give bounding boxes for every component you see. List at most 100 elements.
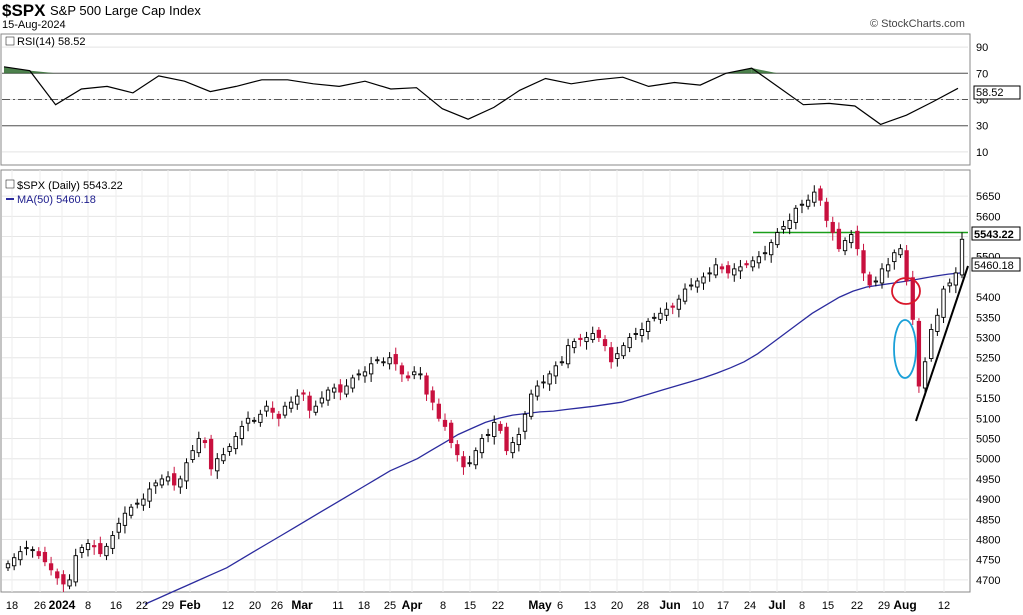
candle-body: [5, 563, 11, 569]
candle-body: [387, 357, 392, 365]
candle-body: [959, 238, 965, 276]
candle-body: [92, 545, 97, 548]
price-panel-frame: [0, 169, 971, 593]
time-tick-label: Mar: [291, 598, 313, 612]
ma-legend: MA(50) 5460.18: [17, 194, 96, 206]
time-tick-label: 29: [878, 600, 890, 612]
candle-body: [215, 458, 220, 472]
blue-ellipse-annotation: [893, 319, 917, 379]
candle-body: [547, 373, 552, 385]
red-circle-annotation: [891, 277, 921, 305]
candle-body: [190, 450, 195, 460]
candle-body: [701, 276, 706, 284]
candle-body: [135, 502, 140, 505]
candle-body: [633, 333, 638, 335]
time-tick-label: 17: [717, 600, 729, 612]
candle-body: [85, 543, 91, 551]
candlesticks: [5, 185, 965, 593]
last-ma-label: 5460.18: [974, 260, 1014, 272]
candle-body: [732, 268, 737, 276]
time-tick-label: 15: [464, 600, 476, 612]
candle-body: [645, 320, 651, 332]
price-tick-label: 5200: [976, 373, 1000, 385]
candle-body: [67, 579, 72, 587]
candle-body: [282, 405, 288, 416]
price-tick-label: 4750: [976, 555, 1000, 567]
candle-body: [762, 252, 768, 255]
candle-body: [375, 359, 380, 362]
candle-body: [935, 314, 940, 332]
candle-body: [849, 234, 854, 244]
candle-body: [892, 252, 897, 263]
candle-body: [18, 551, 23, 561]
candle-body: [922, 361, 928, 389]
candle-body: [338, 384, 343, 393]
candle-body: [818, 188, 823, 201]
candle-body: [307, 395, 312, 411]
candle-body: [73, 555, 78, 583]
candle-body: [455, 444, 460, 456]
rsi-current-label: 58.52: [976, 87, 1004, 99]
candle-body: [104, 545, 109, 557]
candle-body: [368, 363, 374, 375]
candle-body: [830, 221, 835, 233]
rsi-reference-lines: [2, 72, 968, 127]
candle-body: [793, 207, 798, 223]
candle-body: [319, 397, 325, 404]
candle-body: [116, 522, 121, 533]
time-tick-label: 26: [271, 600, 283, 612]
candle-body: [467, 462, 472, 465]
candle-body: [812, 191, 817, 203]
rsi-tick-label: 10: [976, 147, 988, 159]
price-tick-label: 5650: [976, 191, 1000, 203]
price-tick-label: 4850: [976, 514, 1000, 526]
time-tick-label: 13: [584, 600, 596, 612]
time-tick-label: 28: [637, 600, 649, 612]
candle-body: [553, 365, 558, 377]
candle-body: [344, 385, 349, 395]
candle-body: [535, 385, 540, 397]
time-tick-label: 22: [136, 600, 148, 612]
candle-body: [584, 337, 589, 343]
candle-body: [221, 454, 226, 462]
candle-body: [208, 438, 214, 470]
time-tick-label: 12: [938, 600, 950, 612]
candle-body: [719, 266, 725, 270]
candle-body: [756, 256, 762, 264]
candle-body: [270, 407, 275, 413]
candle-body: [264, 405, 269, 412]
candle-body: [879, 268, 885, 284]
candle-body: [48, 563, 54, 571]
candle-body: [916, 320, 922, 387]
candle-body: [609, 347, 614, 363]
price-tick-label: 5350: [976, 312, 1000, 324]
candle-body: [750, 260, 755, 268]
candle-body: [448, 422, 454, 444]
candle-body: [172, 473, 177, 486]
time-tick-label: 2024: [49, 598, 76, 612]
candle-body: [516, 434, 522, 446]
time-tick-label: 29: [162, 600, 174, 612]
candle-body: [313, 405, 318, 413]
time-tick-label: Jun: [659, 598, 680, 612]
candle-body: [288, 401, 294, 409]
candle-body: [559, 361, 565, 364]
candle-body: [178, 478, 183, 488]
candle-body: [399, 365, 405, 375]
candle-body: [565, 345, 571, 365]
candle-body: [42, 551, 48, 563]
candle-body: [799, 203, 805, 206]
candle-body: [652, 316, 657, 319]
time-tick-label: 6: [557, 600, 563, 612]
price-panel: 4700 4750 4800 4850 4900 4950 5000 5050 5100 5150…: [0, 169, 1021, 612]
time-tick-label: 11: [332, 600, 343, 612]
candle-body: [479, 438, 485, 454]
candle-body: [79, 547, 85, 553]
candle-body: [141, 498, 146, 506]
rsi-current-box: [973, 85, 1021, 100]
candle-body: [147, 488, 152, 502]
candle-body: [98, 543, 103, 555]
rsi-tick-label: 90: [976, 42, 988, 54]
